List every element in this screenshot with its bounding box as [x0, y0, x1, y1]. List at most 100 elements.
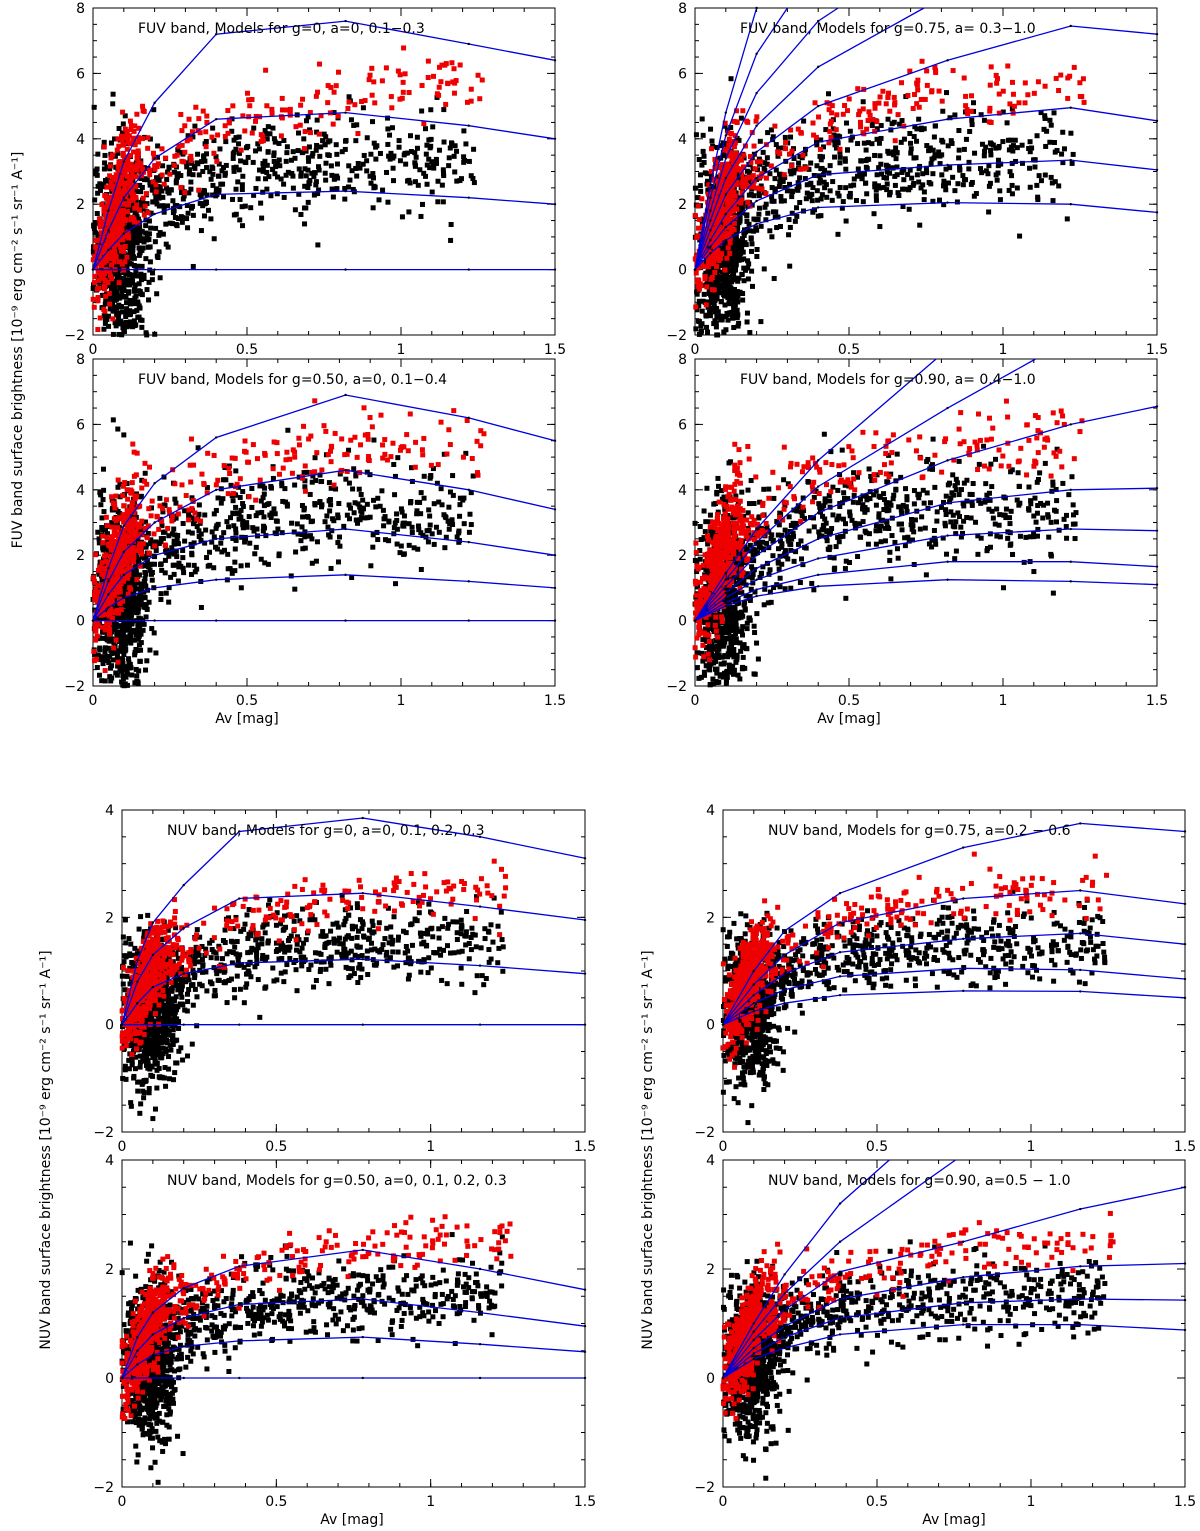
black-data-point: [116, 295, 122, 301]
black-data-point: [740, 240, 746, 246]
red-data-point: [914, 82, 920, 88]
black-data-point: [134, 307, 140, 313]
scatter-points: [90, 398, 487, 689]
red-data-point: [187, 136, 193, 142]
red-data-point: [434, 91, 440, 97]
black-data-point: [112, 283, 118, 289]
black-data-point: [201, 153, 207, 159]
black-data-point: [339, 149, 345, 155]
x-tick-label: 1: [397, 342, 406, 358]
black-data-point: [818, 157, 824, 163]
black-data-point: [95, 183, 101, 189]
black-data-point: [222, 170, 228, 176]
black-data-point: [900, 204, 906, 210]
black-data-point: [881, 184, 887, 190]
black-data-point: [353, 165, 359, 171]
black-data-point: [883, 162, 889, 168]
black-data-point: [429, 189, 435, 195]
black-data-point: [756, 156, 762, 162]
black-data-point: [466, 529, 472, 535]
black-data-point: [138, 277, 144, 283]
red-data-point: [127, 152, 133, 158]
red-data-point: [724, 161, 730, 167]
black-data-point: [983, 168, 989, 174]
black-data-point: [844, 120, 850, 126]
red-data-point: [445, 80, 451, 86]
model-curve-a-0-7: [694, 7, 925, 270]
black-data-point: [763, 201, 769, 207]
black-data-point: [111, 657, 117, 663]
black-data-point: [199, 190, 205, 196]
black-data-point: [127, 282, 133, 288]
red-data-point: [696, 277, 702, 283]
black-data-point: [218, 540, 224, 546]
red-data-point: [383, 65, 389, 71]
red-data-point: [112, 190, 118, 196]
black-data-point: [957, 164, 963, 170]
black-data-point: [119, 679, 125, 685]
black-data-point: [95, 190, 101, 196]
red-data-point: [105, 239, 111, 245]
black-data-point: [715, 309, 721, 315]
black-data-point: [346, 94, 352, 100]
black-data-point: [895, 190, 901, 196]
black-data-point: [787, 224, 793, 230]
black-data-point: [705, 178, 711, 184]
black-data-point: [342, 196, 348, 202]
red-data-point: [1010, 91, 1016, 97]
red-data-point: [111, 243, 117, 249]
red-data-point: [816, 114, 822, 120]
black-data-point: [471, 180, 477, 186]
model-curve-a-0-1: [92, 190, 556, 271]
black-data-point: [138, 647, 144, 653]
red-data-point: [716, 233, 722, 239]
black-data-point: [435, 199, 441, 205]
black-data-point: [719, 274, 725, 280]
black-data-point: [701, 291, 707, 297]
red-data-point: [318, 113, 324, 119]
red-data-point: [101, 205, 107, 211]
red-data-point: [1058, 72, 1064, 78]
black-data-point: [397, 158, 403, 164]
model-knot: [709, 238, 712, 242]
red-data-point: [712, 255, 718, 261]
red-data-point: [214, 158, 220, 164]
black-data-point: [239, 182, 245, 188]
red-data-point: [731, 166, 737, 172]
black-data-point: [185, 225, 191, 231]
red-data-point: [722, 235, 728, 241]
black-data-point: [839, 205, 845, 211]
red-data-point: [964, 107, 970, 113]
black-data-point: [125, 261, 131, 267]
red-data-point: [733, 108, 739, 114]
red-data-point: [745, 199, 751, 205]
black-data-point: [696, 331, 702, 337]
black-data-point: [138, 175, 144, 181]
red-data-point: [795, 126, 801, 132]
black-data-point: [274, 191, 280, 197]
black-data-point: [452, 143, 458, 149]
black-data-point: [100, 527, 106, 533]
black-data-point: [368, 180, 374, 186]
red-data-point: [307, 130, 313, 136]
y-tick-label: 6: [76, 66, 85, 82]
black-data-point: [780, 174, 786, 180]
black-data-point: [804, 182, 810, 188]
red-data-point: [124, 157, 130, 163]
black-data-point: [693, 326, 699, 332]
black-data-point: [144, 287, 150, 293]
black-data-point: [966, 159, 972, 165]
black-data-point: [217, 146, 223, 152]
black-data-point: [786, 232, 792, 238]
black-data-point: [877, 185, 883, 191]
black-data-point: [864, 166, 870, 172]
black-data-point: [135, 648, 141, 654]
black-data-point: [159, 523, 165, 529]
model-knot: [1069, 203, 1072, 206]
black-data-point: [1035, 194, 1041, 200]
black-data-point: [114, 653, 120, 659]
red-data-point: [279, 95, 285, 101]
red-data-point: [94, 248, 100, 254]
black-data-point: [751, 216, 757, 222]
red-data-point: [715, 178, 721, 184]
